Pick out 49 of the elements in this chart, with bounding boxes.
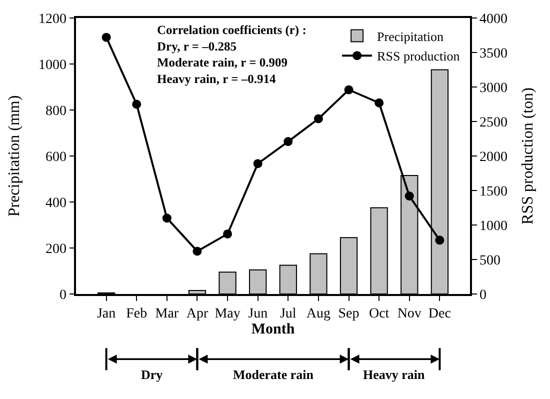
- y2-tick-label: 1500: [480, 184, 508, 200]
- point: [284, 137, 293, 146]
- x-tick-label: Nov: [397, 306, 422, 322]
- point: [314, 114, 323, 124]
- point: [374, 98, 384, 108]
- x-tick-label: Dec: [428, 306, 451, 322]
- y2-tick-label: 2500: [480, 115, 508, 130]
- x-tick-label: Apr: [186, 306, 208, 322]
- text: Moderate rain: [233, 367, 314, 382]
- point: [132, 100, 142, 109]
- y2-tick-label: 0: [480, 288, 487, 303]
- y-axis-title: Precipitation (mm): [6, 95, 23, 217]
- y2-tick-label: 1000: [480, 218, 508, 234]
- x-tick-label: Sep: [338, 306, 360, 322]
- x-tick-label: Mar: [155, 306, 179, 322]
- x-tick-label: Feb: [126, 306, 148, 322]
- y-tick-label: 400: [45, 196, 66, 211]
- point: [435, 236, 444, 245]
- y2-tick-label: 3000: [480, 80, 508, 96]
- x-tick-label: Jun: [248, 306, 268, 322]
- text: Heavy rain: [363, 367, 426, 382]
- legend-label: RSS production: [377, 48, 460, 64]
- y-tick-label: 1000: [38, 58, 66, 73]
- x-tick-label: Jul: [280, 306, 296, 322]
- y-tick-label: 200: [45, 242, 66, 257]
- x-tick-label: Jan: [96, 306, 116, 322]
- text: Dry: [141, 367, 164, 382]
- legend-label: Precipitation: [377, 28, 444, 44]
- point: [192, 246, 202, 256]
- x-tick-label: Aug: [306, 306, 331, 322]
- y-tick-label: 1200: [38, 12, 66, 27]
- annotation: Correlation coefficients (r) : Dry, r = –0.285 Moderate rain, r = 0.909 Heavy rain, r = –0.914: [157, 23, 306, 86]
- point: [344, 85, 354, 94]
- y2-tick-label: 3500: [480, 46, 508, 62]
- x-axis-title: Month: [251, 322, 296, 338]
- point: [102, 32, 111, 42]
- y2-tick-label: 500: [480, 253, 501, 268]
- y-tick-label: 600: [45, 150, 66, 165]
- point: [162, 214, 172, 223]
- point: [223, 229, 232, 238]
- y2-tick-label: 4000: [480, 12, 508, 27]
- x-tick-label: May: [214, 306, 240, 322]
- y-tick-label: 800: [45, 104, 66, 119]
- y2-axis-title: RSS production (ton): [520, 88, 537, 224]
- y-tick-label: 0: [59, 288, 66, 303]
- y2-tick-label: 2000: [480, 150, 508, 165]
- point: [404, 192, 414, 201]
- point: [253, 159, 262, 168]
- x-tick-label: Oct: [368, 306, 390, 322]
